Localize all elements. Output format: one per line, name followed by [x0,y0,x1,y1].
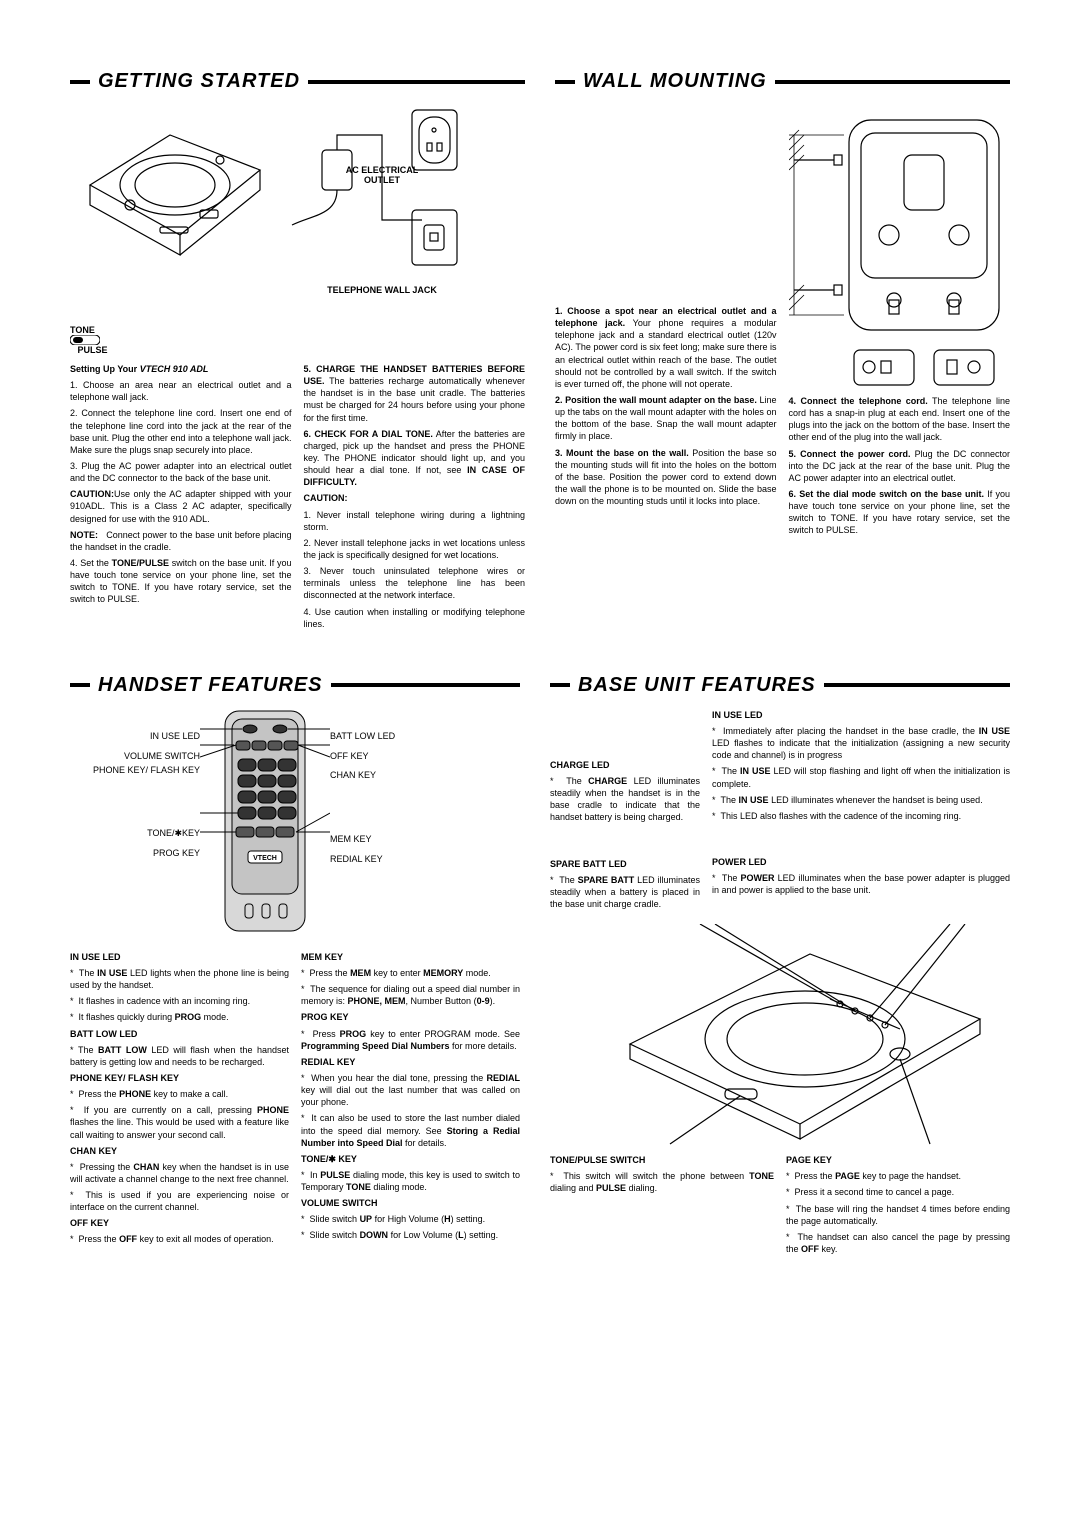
bottom-row: HANDSET FEATURES IN USE LED VOLUME SWITC… [70,674,1010,1259]
gs-step6: 6. CHECK FOR A DIAL TONE. After the batt… [304,428,526,489]
gs-step3: 3. Plug the AC power adapter into an ele… [70,460,292,484]
section-title: HANDSET FEATURES [98,674,323,697]
h-vol-h: VOLUME SWITCH [301,1197,520,1209]
b-inuse-h: IN USE LED [712,709,1010,721]
gs-note: NOTE: Connect power to the base unit bef… [70,529,292,553]
label-batt-low: BATT LOW LED [330,727,460,747]
setup-heading: Setting Up Your [70,364,137,374]
h-inuse-h: IN USE LED [70,951,289,963]
getting-started-section: GETTING STARTED [70,70,525,634]
h-off-h: OFF KEY [70,1217,289,1229]
svg-text:VTECH: VTECH [253,855,277,862]
wall-mounting-section: WALL MOUNTING 1. Choose a spot near an e… [555,70,1010,634]
label-tone-star: TONE/✱KEY [70,824,200,844]
label-volume: VOLUME SWITCH [70,747,200,767]
base-unit-diagram [70,105,270,305]
section-title: WALL MOUNTING [583,70,767,93]
gs-caution2: CAUTION: [304,492,526,504]
base-diagram [550,924,1010,1154]
label-in-use: IN USE LED [70,727,200,747]
wm-5: 5. Connect the power cord. Plug the DC c… [789,448,1011,484]
handset-diagram: VTECH [200,709,330,939]
b-page-h: PAGE KEY [786,1154,1010,1166]
wall-mount-diagram [789,105,1009,395]
handset-features-section: HANDSET FEATURES IN USE LED VOLUME SWITC… [70,674,520,1259]
section-title: BASE UNIT FEATURES [578,674,816,697]
gs-c3: 3. Never touch uninsulated telephone wir… [304,565,526,601]
outlets-diagram [282,105,482,305]
b-charge-h: CHARGE LED [550,759,700,771]
label-off: OFF KEY [330,747,460,767]
gs-step1: 1. Choose an area near an electrical out… [70,379,292,403]
gs-c2: 2. Never install telephone jacks in wet … [304,537,526,561]
wm-2: 2. Position the wall mount adapter on th… [555,394,777,443]
label-prog: PROG KEY [70,844,200,864]
h-mem-h: MEM KEY [301,951,520,963]
wm-6: 6. Set the dial mode switch on the base … [789,488,1011,537]
gs-c4: 4. Use caution when installing or modify… [304,606,526,630]
h-prog-h: PROG KEY [301,1011,520,1023]
h-chan-h: CHAN KEY [70,1145,289,1157]
gs-caution: CAUTION:Use only the AC adapter shipped … [70,488,292,524]
gs-step5: 5. CHARGE THE HANDSET BATTERIES BEFORE U… [304,363,526,424]
label-mem: MEM KEY [330,830,460,850]
switch-icon [70,335,100,345]
section-title: GETTING STARTED [98,70,300,93]
ac-outlet-label: AC ELECTRICAL OUTLET [332,165,432,185]
gs-step4: 4. Set the TONE/PULSE switch on the base… [70,557,292,606]
h-redial-h: REDIAL KEY [301,1056,520,1068]
b-power-h: POWER LED [712,856,1010,868]
top-row: GETTING STARTED [70,70,1010,634]
gs-c1: 1. Never install telephone wiring during… [304,509,526,533]
manual-page: GETTING STARTED [70,70,1010,1498]
tel-jack-label: TELEPHONE WALL JACK [327,285,437,295]
wm-4: 4. Connect the telephone cord. The telep… [789,395,1011,444]
h-batt-h: BATT LOW LED [70,1028,289,1040]
gs-step2: 2. Connect the telephone line cord. Inse… [70,407,292,456]
base-unit-features-section: BASE UNIT FEATURES CHARGE LED * The CHAR… [550,674,1010,1259]
h-tonekey-h: TONE/✱ KEY [301,1153,520,1165]
h-phone-h: PHONE KEY/ FLASH KEY [70,1072,289,1084]
wm-1: 1. Choose a spot near an electrical outl… [555,305,777,390]
pulse-label: PULSE [78,345,108,355]
b-spare-h: SPARE BATT LED [550,858,700,870]
wm-3: 3. Mount the base on the wall. Position … [555,447,777,508]
label-chan: CHAN KEY [330,766,460,786]
setup-model: VTECH 910 ADL [140,364,209,374]
label-phone-flash: PHONE KEY/ FLASH KEY [70,766,200,776]
tone-label: TONE [70,325,95,335]
b-tps-h: TONE/PULSE SWITCH [550,1154,774,1166]
label-redial: REDIAL KEY [330,850,460,870]
